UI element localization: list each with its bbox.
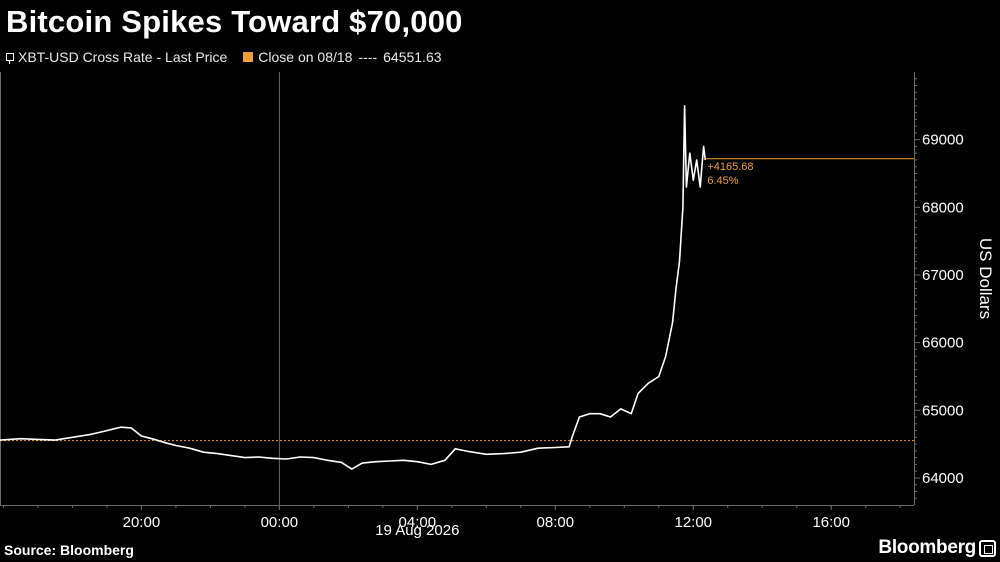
- y-tick-label: 67000: [922, 267, 964, 284]
- annotation-percent: 6.45%: [707, 175, 738, 187]
- x-axis-label: 19 Aug 2026: [375, 522, 459, 539]
- close-swatch-icon: [243, 52, 254, 62]
- x-tick-label: 00:00: [261, 514, 299, 531]
- x-tick-label: 16:00: [812, 514, 850, 531]
- source-note: Source: Bloomberg: [4, 542, 134, 558]
- y-tick-label: 65000: [922, 402, 964, 419]
- x-tick-label: 04:00: [399, 514, 437, 531]
- x-tick-label: 20:00: [123, 514, 161, 531]
- y-tick-label: 66000: [922, 335, 964, 352]
- bloomberg-logo: Bloomberg: [878, 537, 976, 558]
- terminal-icon: [979, 540, 996, 557]
- legend-close-dashes: ----: [358, 49, 378, 65]
- annotation-change: +4165.68: [707, 161, 753, 173]
- chart-legend: XBT-USD Cross Rate - Last Price Close on…: [6, 49, 442, 65]
- price-series-line: [0, 105, 707, 470]
- y-tick-label: 64000: [922, 470, 964, 487]
- legend-close-value: 64551.63: [383, 49, 442, 65]
- y-axis-label: US Dollars: [976, 238, 995, 319]
- series-line-icon: [6, 52, 14, 64]
- x-tick-label: 08:00: [537, 514, 575, 531]
- y-tick-label: 68000: [922, 199, 964, 216]
- chart-title: Bitcoin Spikes Toward $70,000: [6, 4, 463, 39]
- legend-series-label: XBT-USD Cross Rate - Last Price: [18, 49, 228, 65]
- y-tick-label: 69000: [922, 132, 964, 149]
- x-tick-label: 12:00: [674, 514, 712, 531]
- legend-close-label: Close on 08/18: [258, 49, 353, 65]
